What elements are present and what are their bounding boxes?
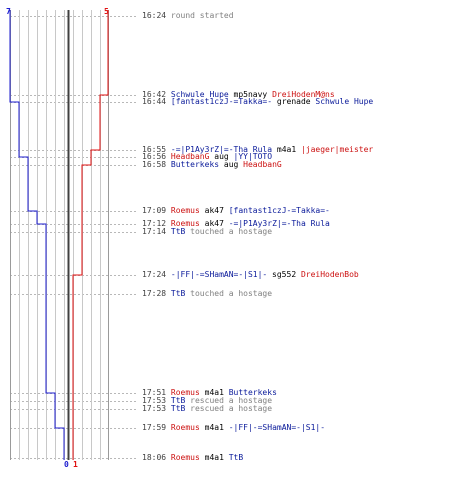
log-time: 17:28 [142, 289, 171, 298]
log-time: 16:56 [142, 152, 171, 161]
log-time: 18:06 [142, 453, 171, 462]
log-action: aug [209, 152, 234, 161]
log-row: 17:53 TtB rescued a hostage [142, 396, 272, 406]
log-time: 16:55 [142, 145, 171, 154]
log-player-red: Roemus [170, 453, 200, 462]
log-player-blue: [fantast1czJ-=Takka=- [228, 206, 330, 215]
log-player-red: Roemus [170, 206, 200, 215]
log-action: ak47 [199, 219, 229, 228]
log-action: m4a1 [199, 453, 229, 462]
log-time: 16:42 [142, 90, 171, 99]
log-action: touched a hostage [185, 289, 273, 298]
log-time: 17:51 [142, 388, 171, 397]
log-time: 17:53 [142, 396, 171, 405]
log-player-red: DreiHodenBob [300, 270, 359, 279]
log-time: 17:24 [142, 270, 171, 279]
log-action: m4a1 [272, 145, 301, 154]
log-player-red: Roemus [170, 423, 200, 432]
log-row: 17:24 -|FF|-=SHamAN=-|S1|- sg552 DreiHod… [142, 270, 359, 280]
log-action: m4a1 [199, 388, 229, 397]
log-player-blue: -=|P1Ay3rZ|=-Tha Rula [170, 145, 273, 154]
blue-count-bottom: 0 [64, 460, 69, 469]
log-action: m4a1 [199, 423, 229, 432]
log-row: 16:24 round started [142, 11, 234, 21]
log-player-blue: Butterkeks [170, 160, 220, 169]
log-action: round started [170, 11, 234, 20]
log-action: touched a hostage [185, 227, 273, 236]
log-player-blue: TtB [228, 453, 244, 462]
log-player-blue: TtB [170, 227, 186, 236]
log-player-blue: |YY|TOTO [233, 152, 273, 161]
log-player-red: DreiHodenM@ns [272, 90, 335, 99]
log-action: ak47 [199, 206, 229, 215]
log-player-red: Roemus [170, 219, 200, 228]
red-team-line [72, 10, 109, 460]
log-player-red: |jaeger|meister [300, 145, 374, 154]
log-time: 17:53 [142, 404, 171, 413]
log-player-blue: -|FF|-=SHamAN=-|S1|- [228, 423, 326, 432]
log-time: 17:12 [142, 219, 171, 228]
log-time: 17:09 [142, 206, 171, 215]
log-player-blue: [fantast1czJ-=Takka=- [170, 97, 273, 106]
log-time: 16:24 [142, 11, 171, 20]
log-row: 18:06 Roemus m4a1 TtB [142, 453, 243, 463]
log-action: grenade [272, 97, 316, 106]
log-row: 17:14 TtB touched a hostage [142, 227, 272, 237]
log-row: 17:09 Roemus ak47 [fantast1czJ-=Takka=- [142, 206, 330, 216]
log-action: aug [219, 160, 244, 169]
blue-team-line [9, 10, 65, 460]
log-row: 17:53 TtB rescued a hostage [142, 404, 272, 414]
log-row: 16:58 Butterkeks aug HeadbanG [142, 160, 282, 170]
log-time: 17:14 [142, 227, 171, 236]
log-action: rescued a hostage [185, 404, 273, 413]
log-player-blue: Schwule Hupe [315, 97, 374, 106]
log-time: 16:44 [142, 97, 171, 106]
log-action: sg552 [267, 270, 301, 279]
log-action: mp5navy [228, 90, 273, 99]
log-row: 16:55 -=|P1Ay3rZ|=-Tha Rula m4a1 |jaeger… [142, 145, 373, 155]
log-player-red: Roemus [170, 388, 200, 397]
log-row: 16:56 HeadbanG aug |YY|TOTO [142, 152, 272, 162]
log-player-blue: TtB [170, 404, 186, 413]
log-row: 16:42 Schwule Hupe mp5navy DreiHodenM@ns [142, 90, 335, 100]
log-player-blue: TtB [170, 289, 186, 298]
log-time: 16:58 [142, 160, 171, 169]
log-player-red: HeadbanG [243, 160, 282, 169]
log-row: 17:12 Roemus ak47 -=|P1Ay3rZ|=-Tha Rula [142, 219, 330, 229]
log-player-blue: TtB [170, 396, 186, 405]
log-row: 16:44 [fantast1czJ-=Takka=- grenade Schw… [142, 97, 373, 107]
log-row: 17:51 Roemus m4a1 Butterkeks [142, 388, 277, 398]
log-player-red: HeadbanG [170, 152, 210, 161]
log-player-blue: -|FF|-=SHamAN=-|S1|- [170, 270, 268, 279]
red-count-top: 5 [104, 7, 109, 16]
blue-count-top: 7 [6, 7, 11, 16]
log-row: 17:28 TtB touched a hostage [142, 289, 272, 299]
log-player-blue: Schwule Hupe [170, 90, 229, 99]
log-action: rescued a hostage [185, 396, 273, 405]
log-time: 17:59 [142, 423, 171, 432]
log-player-blue: -=|P1Ay3rZ|=-Tha Rula [228, 219, 330, 228]
log-row: 17:59 Roemus m4a1 -|FF|-=SHamAN=-|S1|- [142, 423, 325, 433]
log-player-blue: Butterkeks [228, 388, 277, 397]
red-count-bottom: 1 [73, 460, 78, 469]
